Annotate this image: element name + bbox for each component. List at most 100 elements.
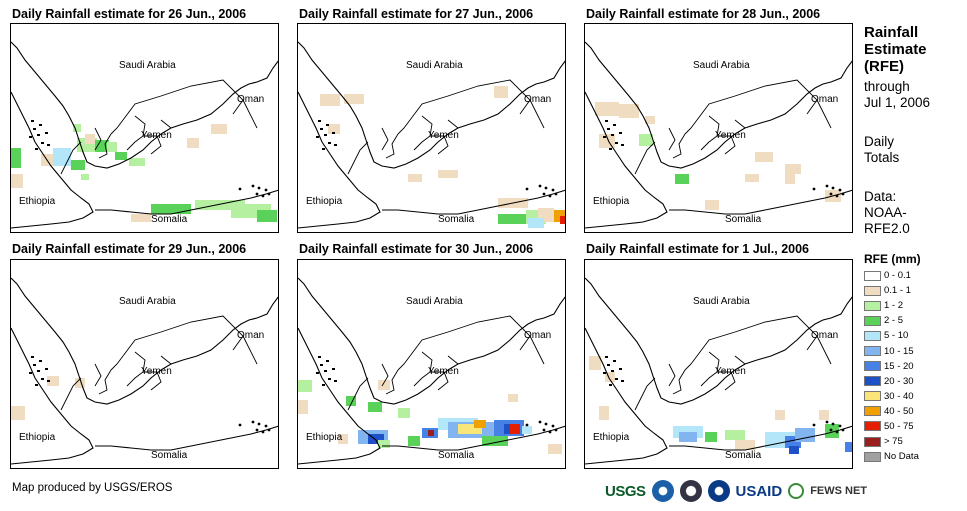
coastal-speck	[619, 368, 622, 370]
rainfall-cell	[522, 426, 532, 434]
island	[831, 186, 835, 190]
admin-border	[160, 355, 172, 365]
coastal-speck	[31, 356, 34, 358]
rainfall-cell	[47, 376, 59, 386]
rainfall-cell	[755, 152, 773, 162]
island	[544, 422, 548, 426]
coastal-speck	[605, 356, 608, 358]
rainfall-cell	[474, 420, 486, 428]
admin-border	[347, 377, 369, 411]
coastal-speck	[318, 120, 321, 122]
admin-border	[160, 119, 172, 129]
admin-border	[717, 371, 736, 391]
admin-border	[143, 371, 162, 391]
admin-border	[684, 119, 698, 135]
legend-item: 10 - 15	[864, 343, 919, 358]
island	[825, 420, 829, 424]
rainfall-cell	[705, 432, 717, 442]
rainfall-cell	[378, 440, 390, 448]
data-source: Data: NOAA- RFE2.0	[864, 189, 910, 237]
rainfall-cell	[589, 356, 601, 370]
coastal-speck	[324, 134, 327, 136]
coastline	[382, 189, 565, 215]
usaid-seal-icon	[707, 480, 730, 502]
admin-border	[668, 363, 676, 387]
island	[257, 422, 261, 426]
admin-border	[98, 369, 112, 395]
coastline	[11, 277, 278, 405]
island	[542, 428, 546, 432]
rainfall-cell	[725, 430, 745, 440]
coastal-speck	[621, 144, 624, 146]
rainfall-cell	[298, 380, 312, 392]
legend-label: 0.1 - 1	[884, 285, 911, 297]
rainfall-cell	[494, 86, 508, 98]
admin-border	[409, 79, 531, 121]
admin-border	[385, 369, 399, 395]
coastline	[382, 425, 565, 451]
legend-swatch	[864, 300, 881, 311]
rainfall-map: Saudi Arabia Oman Yemen Ethiopia Somalia	[297, 23, 566, 233]
rainfall-cell	[825, 424, 839, 438]
map-canvas	[298, 277, 565, 465]
admin-border	[98, 133, 112, 159]
country-label-yemen: Yemen	[428, 366, 459, 377]
admin-border	[60, 141, 82, 175]
legend-label: 40 - 50	[884, 405, 914, 417]
island	[835, 194, 839, 198]
country-label-somalia: Somalia	[438, 214, 475, 225]
island	[829, 428, 833, 432]
island	[261, 430, 265, 434]
coastline	[11, 327, 94, 465]
usgs-logo: USGS	[605, 482, 646, 500]
admin-border	[242, 335, 258, 365]
admin-border	[409, 315, 531, 357]
country-label-yemen: Yemen	[428, 130, 459, 141]
island	[538, 420, 542, 424]
title-line: (RFE)	[864, 58, 904, 75]
rainfall-cell	[115, 152, 127, 160]
rainfall-map: Saudi Arabia Oman Yemen Ethiopia Somalia	[10, 259, 279, 469]
country-label-saudi: Saudi Arabia	[119, 296, 176, 307]
legend-item: 15 - 20	[864, 359, 919, 374]
source-line: RFE2.0	[864, 221, 910, 236]
island	[551, 424, 555, 428]
coastal-speck	[29, 372, 32, 374]
country-label-oman: Oman	[811, 330, 839, 341]
agency-logos: USGS USAID FEWS NET	[605, 480, 867, 502]
coastline	[95, 189, 278, 215]
island	[267, 192, 271, 196]
rainfall-cell	[195, 200, 245, 210]
legend-label: 0 - 0.1	[884, 270, 911, 282]
totals-label: Totals	[864, 150, 900, 165]
rainfall-cell	[510, 424, 520, 434]
rainfall-cell	[346, 396, 356, 406]
country-label-oman: Oman	[237, 94, 265, 105]
coastal-speck	[603, 372, 606, 374]
rainfall-cell	[107, 142, 117, 152]
island	[238, 187, 242, 191]
rainfall-cell	[554, 210, 565, 222]
rainfall-cell	[85, 134, 95, 144]
legend-item: 5 - 10	[864, 328, 919, 343]
admin-border	[347, 141, 369, 175]
admin-border	[734, 119, 746, 129]
coastline	[298, 327, 381, 465]
island	[251, 184, 255, 188]
rainfall-map: Saudi Arabia Oman Yemen Ethiopia Somalia	[10, 23, 279, 233]
noaa-logo-icon	[651, 480, 674, 502]
rainfall-cell	[71, 160, 85, 170]
rainfall-cell	[735, 440, 755, 450]
island	[548, 430, 552, 434]
coastal-speck	[334, 144, 337, 146]
rainfall-cell	[131, 214, 151, 222]
legend-swatch	[864, 451, 881, 462]
rainfall-cell	[785, 164, 801, 174]
rainfall-cell	[187, 138, 199, 148]
coastal-speck	[37, 370, 40, 372]
country-label-ethiopia: Ethiopia	[19, 196, 56, 207]
coastal-speck	[33, 364, 36, 366]
rainfall-cell	[75, 378, 85, 388]
admin-border	[397, 119, 411, 135]
legend-swatch	[864, 330, 881, 341]
